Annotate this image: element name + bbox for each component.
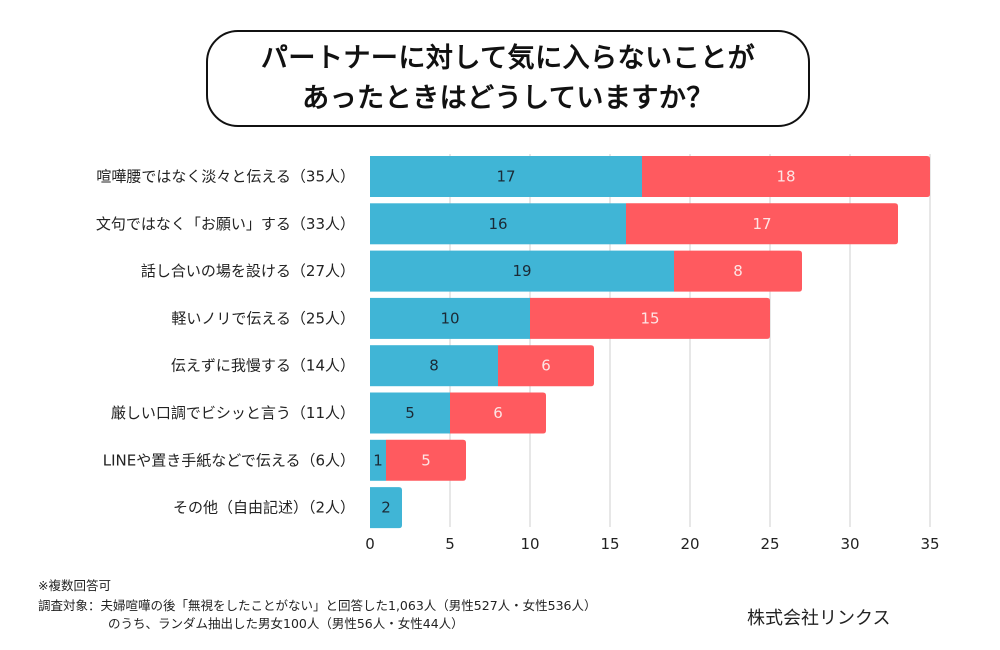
bar-segment-series-red [386,439,466,481]
category-label: その他（自由記述）（2人） [173,499,355,517]
category-label: 話し合いの場を設ける（27人） [141,262,355,280]
category-label: 軽いノリで伝える（25人） [171,309,355,327]
bar-segment-series-red [674,250,802,292]
footnote-survey-sample: のうち、ランダム抽出した男女100人（男性56人・女性44人） [108,616,464,631]
title-line-2: あったときはどうしていますか？ [302,82,714,114]
bar-value-label: 18 [776,168,795,186]
category-label: 喧嘩腰ではなく淡々と伝える（35人） [96,168,355,186]
x-tick-label: 20 [680,535,699,553]
bar-value-label: 5 [405,404,415,422]
category-label: 厳しい口調でビシッと言う（11人） [111,404,355,422]
bar-segment-series-red [530,297,770,339]
bar-segment-series-blue [370,439,386,481]
category-label: LINEや置き手紙などで伝える（6人） [103,451,355,469]
bar-value-label: 16 [488,215,507,233]
title-box: パートナーに対して気に入らないことが あったときはどうしていますか？ [206,30,810,127]
category-label: 伝えずに我慢する（14人） [171,357,355,375]
category-label: 文句ではなく「お願い」する（33人） [96,215,355,233]
bar-value-label: 6 [493,404,503,422]
title-line-1: パートナーに対して気に入らないことが [260,42,756,74]
x-axis-ticks: 0 5 10 15 20 25 30 35 [365,535,939,553]
x-tick-label: 0 [365,535,375,553]
bar-value-label: 2 [381,499,391,517]
bar-value-label: 17 [496,168,515,186]
footnote-survey-target: 調査対象：夫婦喧嘩の後「無視をしたことがない」と回答した1,063人（男性527… [38,598,597,613]
bar-segment-series-red [642,156,930,197]
x-tick-label: 35 [920,535,939,553]
bar-segment-series-blue [370,203,626,245]
company-name: 株式会社リンクス [747,608,891,629]
bar-segment-series-red [450,392,546,434]
bar-segment-series-blue [370,345,498,387]
bar-segment-series-blue [370,297,530,339]
bar-segment-series-blue [370,487,402,529]
bar-value-label: 19 [512,262,531,280]
x-tick-label: 5 [445,535,455,553]
bar-segment-series-red [498,345,594,387]
x-tick-label: 15 [600,535,619,553]
bar-value-label: 5 [421,451,431,469]
footnote-multiple-answers: ※複数回答可 [38,578,111,593]
x-tick-label: 10 [520,535,539,553]
bar-value-label: 10 [440,309,459,327]
bar-segment-series-blue [370,156,642,197]
bar-segment-series-red [626,203,898,245]
bar-value-label: 17 [752,215,771,233]
bar-value-label: 8 [733,262,743,280]
bar-segment-series-blue [370,250,674,292]
category-labels: 喧嘩腰ではなく淡々と伝える（35人） 文句ではなく「お願い」する（33人） 話し合い… [96,168,355,517]
bar-segment-series-blue [370,392,450,434]
bar-value-label: 8 [429,357,439,375]
bar-value-label: 15 [640,309,659,327]
bar-value-label: 1 [373,451,383,469]
bar-value-label: 6 [541,357,551,375]
x-tick-label: 25 [760,535,779,553]
x-tick-label: 30 [840,535,859,553]
